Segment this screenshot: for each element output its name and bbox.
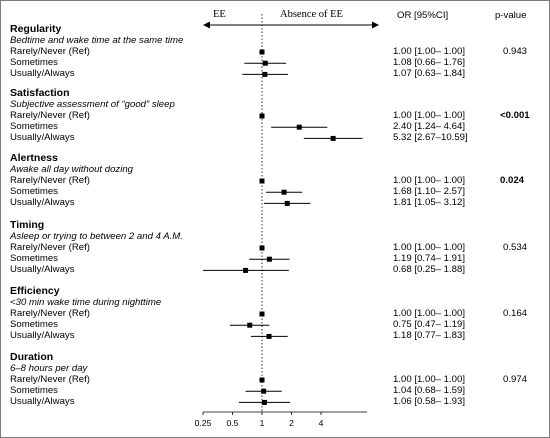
group-title: Efficiency [10, 285, 60, 297]
row-label: Usually/Always [10, 197, 75, 209]
row-label: Rarely/Never (Ref) [10, 242, 90, 253]
direction-arrowhead-left [203, 21, 210, 29]
x-tick-label: 1 [260, 418, 265, 428]
row-label: Usually/Always [10, 68, 75, 80]
or-ci-text: 1.00 [1.00– 1.00] [393, 110, 466, 121]
group-title: Alertness [10, 152, 58, 164]
or-ci-text: 1.19 [0.74– 1.91] [393, 253, 466, 265]
group-title: Regularity [10, 23, 62, 35]
direction-label-ee: EE [213, 9, 226, 20]
row-label: Rarely/Never (Ref) [10, 110, 90, 121]
x-tick-label: 2 [289, 418, 294, 428]
or-point [266, 333, 272, 339]
or-point [261, 388, 267, 394]
direction-arrowhead-right [372, 21, 379, 29]
row-label: Rarely/Never (Ref) [10, 308, 90, 319]
p-value: 0.943 [503, 46, 528, 57]
group-subtitle: Bedtime and wake time at the same time [10, 34, 184, 46]
p-value-column-header: p-value [495, 10, 527, 21]
or-ci-text: 1.00 [1.00– 1.00] [393, 46, 466, 57]
p-value: 0.164 [503, 308, 528, 319]
group-subtitle: 6–8 hours per day [10, 362, 88, 374]
p-value: 0.534 [503, 242, 528, 253]
or-ci-text: 0.75 [0.47– 1.19] [393, 319, 466, 331]
row-label: Rarely/Never (Ref) [10, 175, 90, 186]
row-label: Usually/Always [10, 330, 75, 342]
group-subtitle: <30 min wake time during nighttime [10, 296, 162, 308]
group-subtitle: Asleep or trying to between 2 and 4 A.M. [10, 230, 183, 242]
or-ci-text: 2.40 [1.24– 4.64] [393, 121, 466, 133]
row-label: Sometimes [10, 186, 58, 198]
or-ci-text: 1.07 [0.63– 1.84] [393, 68, 466, 80]
row-label: Sometimes [10, 121, 58, 133]
group-title: Duration [10, 351, 54, 363]
or-point [259, 245, 265, 251]
p-value: <0.001 [500, 110, 530, 121]
or-ci-text: 1.00 [1.00– 1.00] [393, 308, 466, 319]
or-ci-text: 1.06 [0.58– 1.93] [393, 396, 466, 408]
or-point [259, 377, 265, 383]
or-ci-text: 1.81 [1.05– 3.12] [393, 197, 466, 209]
row-label: Sometimes [10, 57, 58, 69]
or-ci-text: 5.32 [2.67–10.59] [393, 132, 468, 144]
x-tick-label: 4 [319, 418, 324, 428]
or-point [259, 49, 265, 55]
or-point [262, 60, 268, 66]
or-point [259, 311, 265, 317]
direction-label-absence-of-ee: Absence of EE [280, 9, 343, 20]
or-ci-text: 1.68 [1.10– 2.57] [393, 186, 466, 198]
row-label: Rarely/Never (Ref) [10, 46, 90, 57]
or-point [243, 267, 249, 273]
group-title: Satisfaction [10, 87, 70, 99]
x-tick-label: 0.25 [195, 418, 212, 428]
or-point [259, 178, 265, 184]
or-point [262, 71, 268, 77]
row-label: Sometimes [10, 385, 58, 397]
x-tick-label: 0.5 [227, 418, 239, 428]
or-point [266, 256, 272, 262]
p-value: 0.974 [503, 374, 528, 385]
or-ci-text: 1.08 [0.66– 1.76] [393, 57, 466, 69]
group-title: Timing [10, 219, 45, 231]
or-point [281, 189, 287, 195]
or-ci-text: 1.18 [0.77– 1.83] [393, 330, 466, 342]
or-point [284, 200, 290, 206]
or-ci-text: 1.00 [1.00– 1.00] [393, 175, 466, 186]
or-point [261, 399, 267, 405]
p-value: 0.024 [500, 175, 525, 186]
row-label: Usually/Always [10, 132, 75, 144]
or-point [296, 124, 302, 130]
row-label: Rarely/Never (Ref) [10, 374, 90, 385]
or-column-header: OR [95%CI] [397, 10, 449, 21]
or-ci-text: 0.68 [0.25– 1.88] [393, 264, 466, 276]
or-point [330, 135, 336, 141]
or-ci-text: 1.00 [1.00– 1.00] [393, 374, 466, 385]
row-label: Sometimes [10, 253, 58, 265]
or-point [259, 113, 265, 119]
group-subtitle: Subjective assessment of “good” sleep [10, 98, 175, 110]
or-point [247, 322, 253, 328]
row-label: Sometimes [10, 319, 58, 331]
or-ci-text: 1.00 [1.00– 1.00] [393, 242, 466, 253]
group-subtitle: Awake all day without dozing [10, 163, 134, 175]
row-label: Usually/Always [10, 396, 75, 408]
or-ci-text: 1.04 [0.68– 1.59] [393, 385, 466, 397]
row-label: Usually/Always [10, 264, 75, 276]
